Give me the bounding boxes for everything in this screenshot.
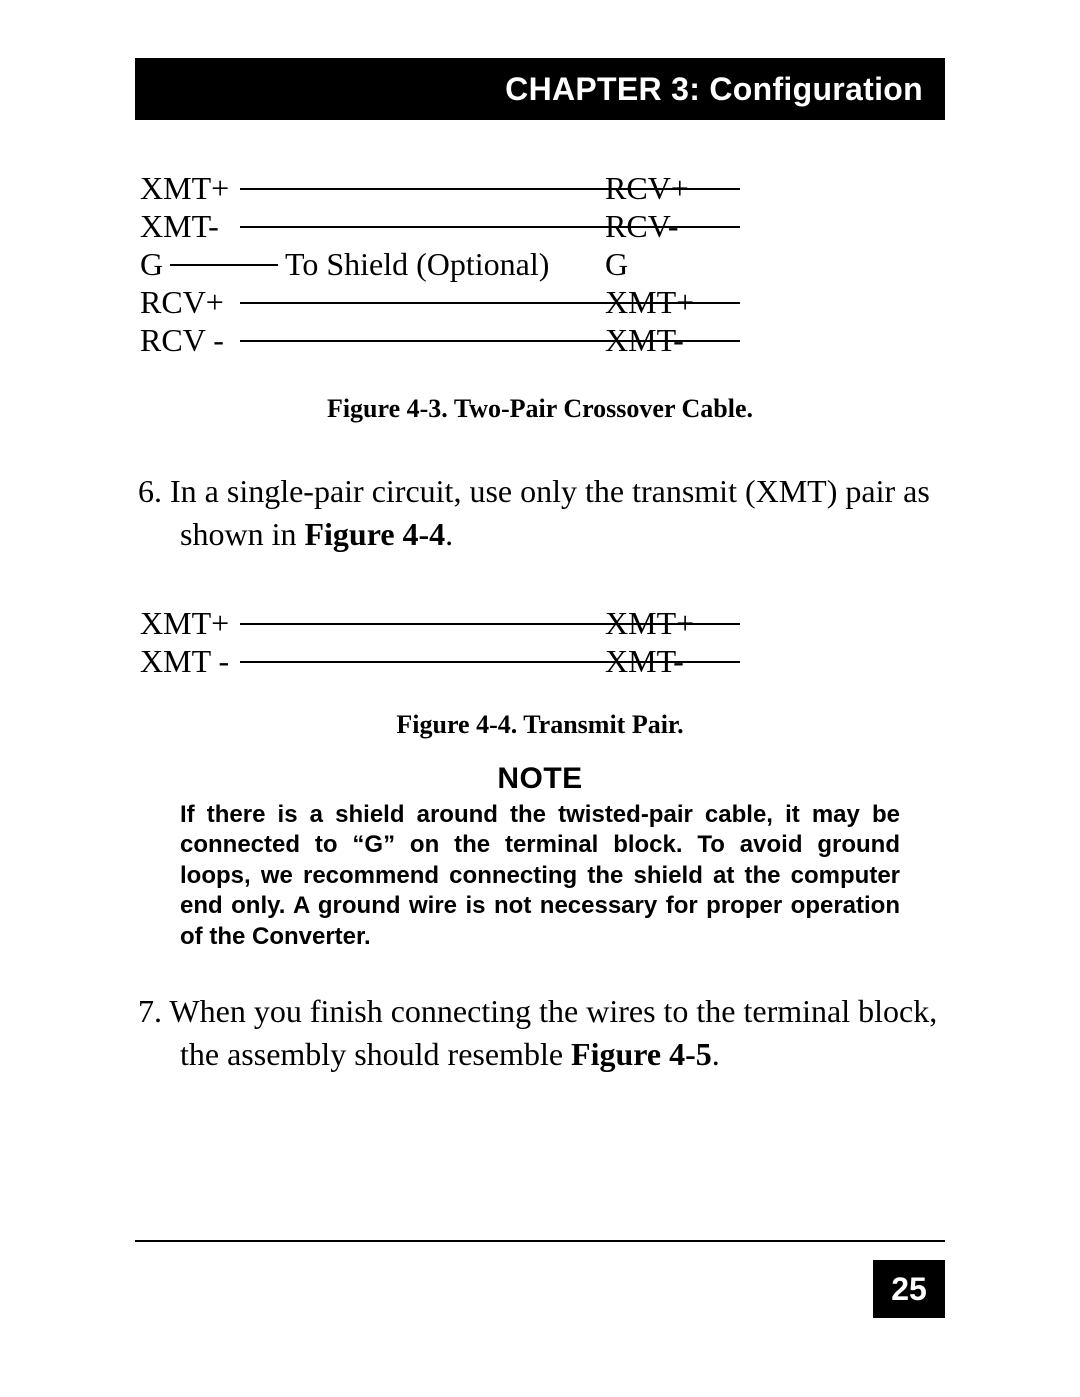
diagram-row: GTo Shield (Optional)G bbox=[140, 246, 840, 284]
step-7: 7. When you finish connecting the wires … bbox=[138, 990, 948, 1076]
diagram-row: XMT+RCV+ bbox=[140, 170, 840, 208]
step-number: 6. bbox=[138, 473, 162, 509]
signal-label-right: XMT- bbox=[605, 643, 684, 681]
wire-line bbox=[140, 227, 840, 229]
step-6: 6. In a single-pair circuit, use only th… bbox=[138, 470, 948, 556]
chapter-header: CHAPTER 3: Configuration bbox=[135, 58, 945, 120]
footer-rule bbox=[135, 1240, 945, 1242]
note-body: If there is a shield around the twisted-… bbox=[180, 800, 900, 952]
wire-mid-label: To Shield (Optional) bbox=[285, 246, 549, 284]
diagram-row: RCV -XMT- bbox=[140, 322, 840, 360]
signal-label-right: XMT+ bbox=[605, 284, 694, 322]
wire-line bbox=[140, 189, 840, 191]
signal-label-right: RCV- bbox=[605, 208, 679, 246]
signal-label-right: XMT- bbox=[605, 322, 684, 360]
chapter-header-text: CHAPTER 3: Configuration bbox=[505, 71, 923, 108]
wire-line bbox=[140, 341, 840, 343]
page: CHAPTER 3: Configuration XMT+RCV+XMT-RCV… bbox=[0, 0, 1080, 1397]
wire-line bbox=[140, 662, 840, 664]
diagram-row: XMT-RCV- bbox=[140, 208, 840, 246]
note-heading: NOTE bbox=[0, 762, 1080, 796]
figure-4-4-caption: Figure 4-4. Transmit Pair. bbox=[0, 710, 1080, 740]
step-number: 7. bbox=[138, 993, 162, 1029]
diagram-transmit-pair: XMT+XMT+XMT -XMT- bbox=[140, 605, 840, 681]
diagram-crossover-cable: XMT+RCV+XMT-RCV-GTo Shield (Optional)GRC… bbox=[140, 170, 840, 360]
wire-line bbox=[140, 303, 840, 305]
wire-line bbox=[140, 624, 840, 626]
signal-label-right: G bbox=[605, 246, 628, 284]
figure-ref: Figure 4-4 bbox=[304, 516, 445, 552]
signal-label-right: XMT+ bbox=[605, 605, 694, 643]
signal-label-right: RCV+ bbox=[605, 170, 689, 208]
page-number: 25 bbox=[873, 1260, 945, 1318]
step-text: When you finish connecting the wires to … bbox=[169, 993, 937, 1072]
diagram-row: XMT+XMT+ bbox=[140, 605, 840, 643]
figure-4-3-caption: Figure 4-3. Two-Pair Crossover Cable. bbox=[0, 394, 1080, 424]
figure-ref: Figure 4-5 bbox=[571, 1036, 712, 1072]
diagram-row: XMT -XMT- bbox=[140, 643, 840, 681]
diagram-row: RCV+XMT+ bbox=[140, 284, 840, 322]
step-text: In a single-pair circuit, use only the t… bbox=[170, 473, 930, 552]
